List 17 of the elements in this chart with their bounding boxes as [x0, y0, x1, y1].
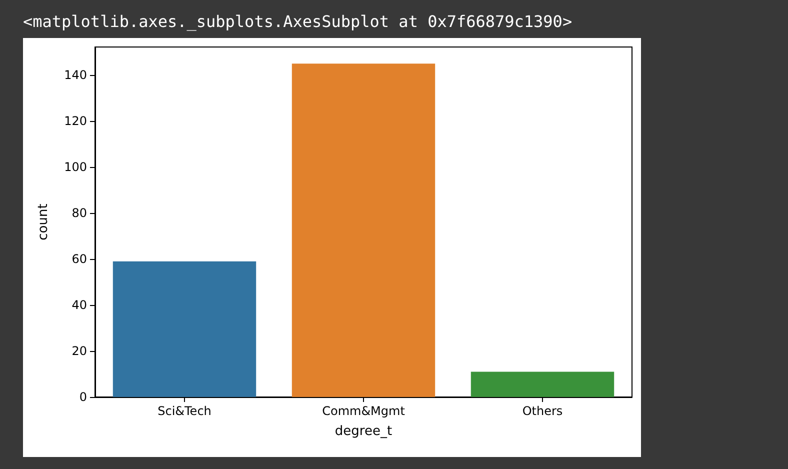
y-tick-label: 20	[72, 344, 87, 358]
y-tick-label: 100	[64, 160, 87, 174]
x-axis-title: degree_t	[334, 424, 392, 439]
x-tick-label: Others	[522, 404, 563, 418]
x-tick-label: Sci&Tech	[158, 404, 212, 418]
bar	[112, 261, 256, 397]
x-tick-label: Comm&Mgmt	[322, 404, 406, 418]
text: <matplotlib.axes._subplots.AxesSubplot at 0x7f66879c1390>	[23, 12, 572, 31]
y-tick-label: 140	[64, 68, 87, 82]
y-axis-title: count	[36, 204, 51, 240]
y-tick-label: 120	[64, 114, 87, 128]
y-tick-label: 40	[72, 298, 87, 312]
bar	[470, 372, 614, 397]
y-tick-label: 0	[79, 390, 87, 404]
bar	[292, 64, 436, 397]
y-tick-label: 60	[72, 252, 87, 266]
y-tick-label: 80	[72, 206, 87, 220]
